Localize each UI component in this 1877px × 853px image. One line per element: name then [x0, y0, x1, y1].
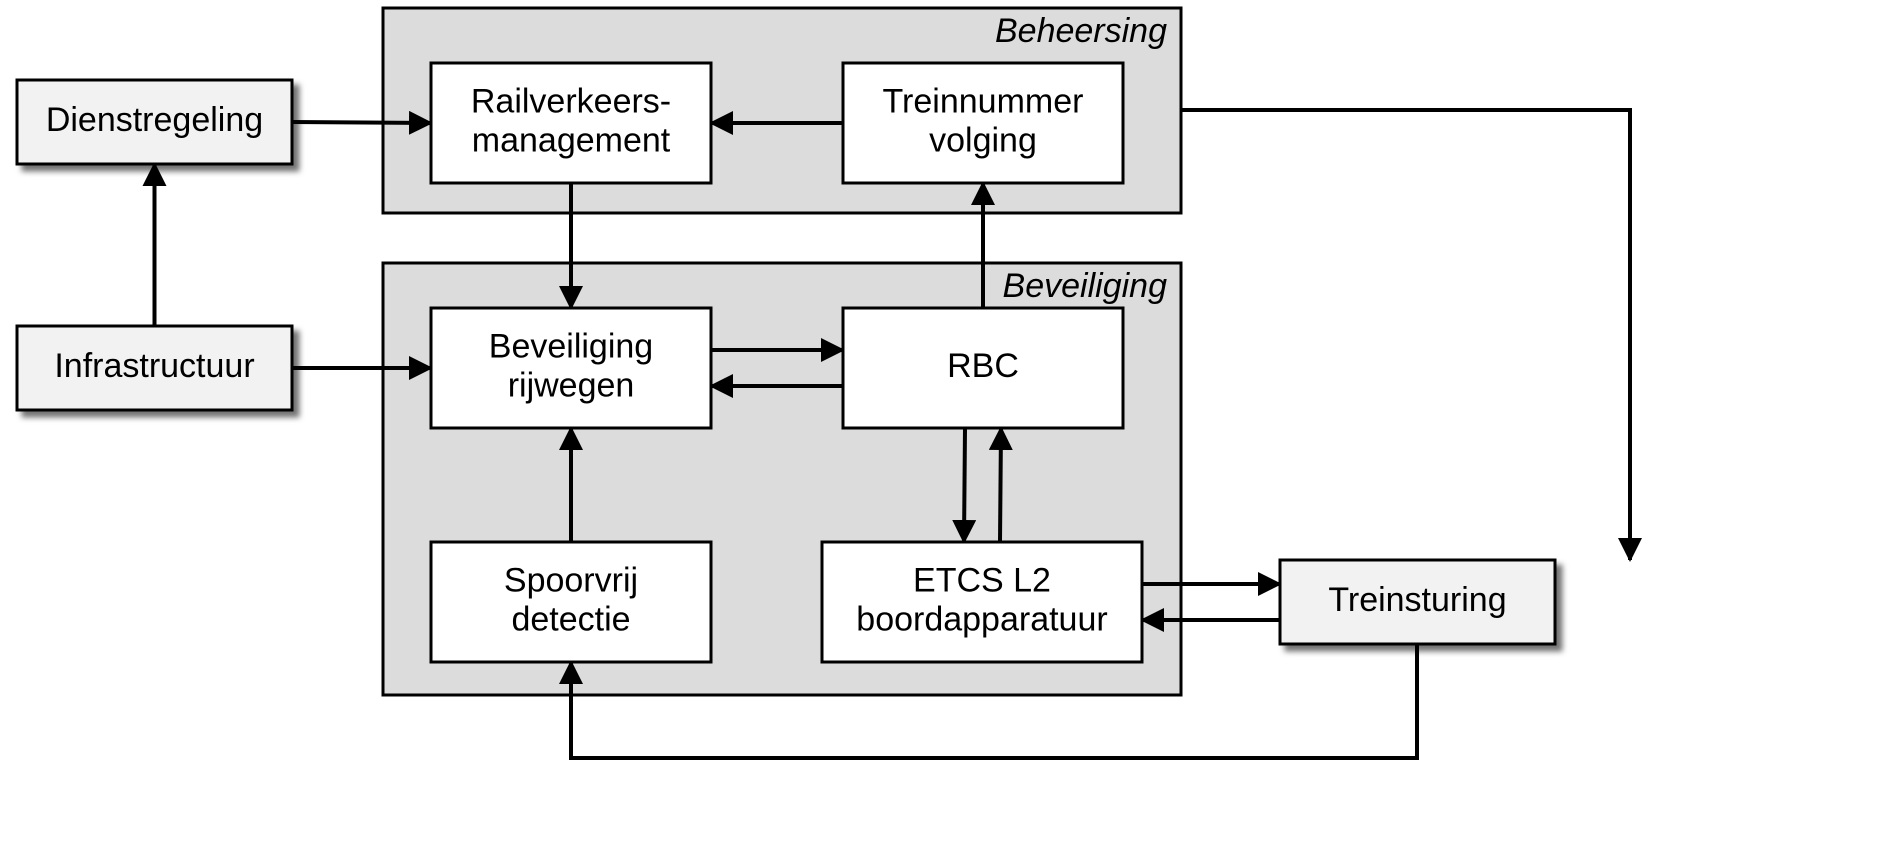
edge-beheersing-to-treinsturing: [1181, 110, 1630, 560]
node-label-treinnummer-1: volging: [929, 122, 1037, 160]
node-label-beveiligingrw-0: Beveiliging: [489, 327, 653, 365]
node-label-infrastructuur-0: Infrastructuur: [54, 347, 254, 385]
node-label-treinsturing-0: Treinsturing: [1328, 581, 1506, 619]
edge-dienstregeling-railverkeers: [292, 122, 431, 123]
node-treinsturing: Treinsturing: [1280, 560, 1555, 644]
node-label-railverkeers-0: Railverkeers-: [471, 82, 671, 120]
node-label-dienstregeling-0: Dienstregeling: [46, 101, 263, 139]
node-label-beveiligingrw-1: rijwegen: [508, 367, 635, 405]
node-rbc: RBC: [843, 308, 1123, 428]
node-label-treinnummer-0: Treinnummer: [883, 82, 1084, 120]
node-label-spoorvrij-1: detectie: [511, 601, 630, 639]
group-label-beheersing: Beheersing: [995, 12, 1167, 50]
node-dienstregeling: Dienstregeling: [17, 80, 292, 164]
node-etcs: ETCS L2boordapparatuur: [822, 542, 1142, 662]
node-treinnummer: Treinnummervolging: [843, 63, 1123, 183]
edge-etcs-rbc: [1000, 428, 1001, 542]
edge-rbc-etcs: [964, 428, 965, 542]
node-railverkeers: Railverkeers-management: [431, 63, 711, 183]
node-spoorvrij: Spoorvrijdetectie: [431, 542, 711, 662]
node-label-railverkeers-1: management: [472, 122, 671, 160]
node-label-spoorvrij-0: Spoorvrij: [504, 561, 638, 599]
group-label-beveiliging: Beveiliging: [1003, 267, 1168, 305]
node-infrastructuur: Infrastructuur: [17, 326, 292, 410]
node-label-rbc-0: RBC: [947, 347, 1019, 385]
node-label-etcs-0: ETCS L2: [913, 561, 1051, 599]
node-beveiligingrw: Beveiligingrijwegen: [431, 308, 711, 428]
node-label-etcs-1: boordapparatuur: [856, 601, 1107, 639]
